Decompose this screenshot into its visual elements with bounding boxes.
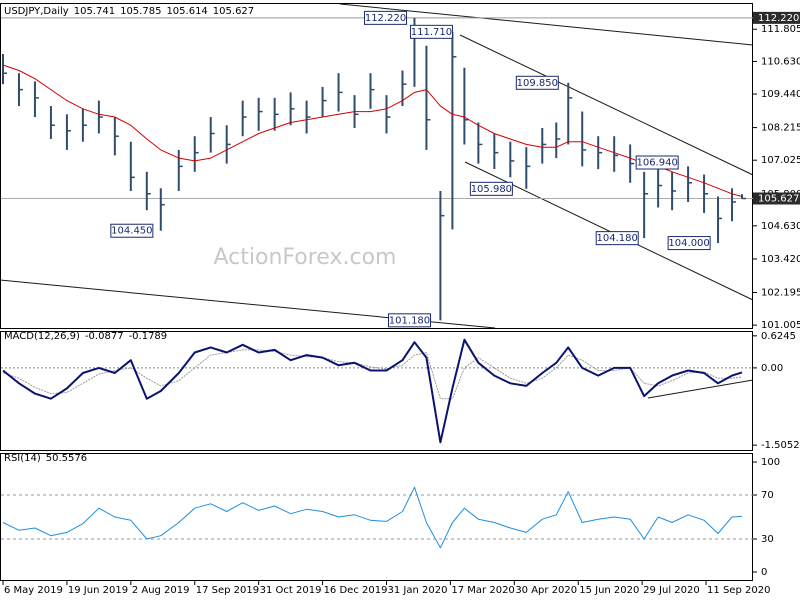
panel-header: RSI(14) 50.5576: [4, 453, 87, 464]
annotation-label: 111.710: [411, 27, 452, 38]
annotation-label: 101.180: [389, 315, 430, 326]
annotation-label: 112.220: [365, 13, 406, 24]
x-tick-label: 29 Jul 2020: [643, 585, 700, 596]
annotation-label: 106.940: [636, 158, 677, 169]
annotation-label: 104.180: [597, 233, 638, 244]
x-tick-label: 17 Sep 2019: [196, 585, 259, 596]
annotation-box: [364, 10, 408, 25]
x-tick-label: 15 Jun 2020: [579, 585, 639, 596]
indicator-line: [2, 338, 743, 444]
indicator-line: [2, 486, 743, 549]
y-tick-label: 111.805: [761, 24, 800, 35]
trend-line: [339, 3, 754, 46]
y-tick-label: 108.215: [761, 123, 800, 134]
y-tick-label: 0: [761, 567, 767, 578]
annotation-box: [515, 75, 559, 90]
annotation-label: 104.000: [668, 238, 709, 249]
header-value: -0.0877: [85, 331, 124, 342]
y-tick-label: -1.5052: [761, 440, 800, 451]
watermark: ActionForex.com: [214, 245, 397, 270]
annotation-label: 105.980: [471, 184, 512, 195]
rsi-panel: [0, 453, 753, 581]
x-tick-label: 16 Dec 2019: [324, 585, 388, 596]
last-price-label: 105.627: [758, 193, 799, 204]
y-tick-label: 102.195: [761, 288, 800, 299]
x-tick-label: 11 Sep 2020: [707, 585, 770, 596]
trend-line: [459, 34, 754, 176]
moving-average: [2, 64, 743, 197]
header-value: 105.785: [120, 6, 161, 17]
macd-panel: [0, 331, 753, 451]
y-tick-label: 70: [761, 490, 774, 501]
header-value: -0.1789: [129, 331, 168, 342]
x-tick-label: 6 May 2019: [4, 585, 63, 596]
annotation-label: 109.850: [517, 78, 558, 89]
y-tick-label: 100: [761, 457, 780, 468]
header-value: 105.741: [74, 6, 115, 17]
annotation-box: [387, 313, 431, 328]
x-tick-label: 31 Oct 2019: [260, 585, 322, 596]
annotation-box: [110, 223, 154, 238]
header-title: RSI(14): [4, 453, 41, 464]
header-value: 105.614: [166, 6, 207, 17]
x-tick-label: 31 Jan 2020: [387, 585, 447, 596]
x-tick-label: 30 Apr 2020: [515, 585, 577, 596]
trend-line: [647, 379, 754, 399]
last-price-bg: [753, 192, 800, 205]
annotation-label: 104.450: [111, 226, 152, 237]
level-label: 112.220: [758, 13, 799, 24]
annotation-box: [635, 155, 679, 170]
annotation-box: [469, 181, 513, 196]
trend-line: [464, 161, 754, 301]
y-tick-label: 109.440: [761, 89, 800, 100]
annotation-box: [595, 231, 639, 246]
y-tick-label: 110.630: [761, 56, 800, 67]
annotation-box: [667, 236, 711, 251]
y-tick-label: 103.420: [761, 254, 800, 265]
y-tick-label: 0.00: [761, 363, 783, 374]
header-value: 105.627: [213, 6, 254, 17]
x-tick-label: 19 Jun 2019: [68, 585, 128, 596]
header-title: USDJPY,Daily: [4, 6, 69, 17]
panel-header: MACD(12,26,9) -0.0877 -0.1789: [4, 331, 167, 342]
x-tick-label: 2 Aug 2019: [132, 585, 190, 596]
header-title: MACD(12,26,9): [4, 331, 80, 342]
y-tick-label: 104.630: [761, 221, 800, 232]
y-tick-label: 0.6245: [761, 331, 796, 342]
annotation-box: [409, 24, 453, 39]
level-label-bg: [753, 11, 800, 24]
price-panel: [0, 3, 753, 329]
y-tick-label: 107.025: [761, 155, 800, 166]
y-tick-label: 30: [761, 534, 774, 545]
y-tick-label: 101.005: [761, 320, 800, 331]
panel-header: USDJPY,Daily 105.741 105.785 105.614 105.627: [4, 6, 254, 17]
header-value: 50.5576: [46, 453, 87, 464]
x-tick-label: 17 Mar 2020: [451, 585, 514, 596]
